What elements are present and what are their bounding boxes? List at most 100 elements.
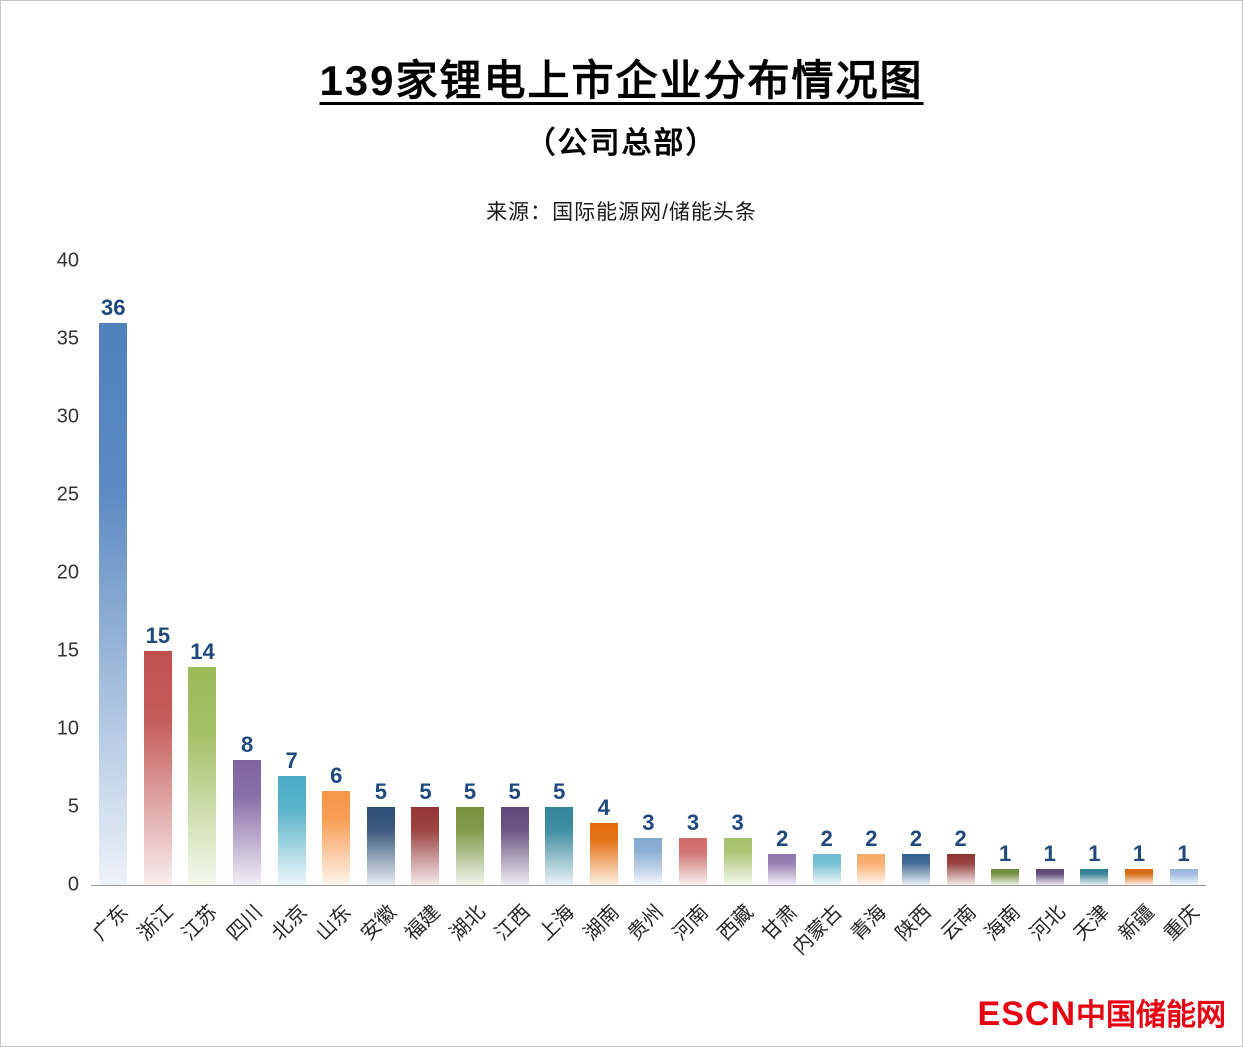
bar-青海 (857, 853, 886, 885)
x-axis-label: 安徽 (356, 901, 401, 946)
bar-北京 (277, 775, 306, 885)
bar-value-label: 2 (820, 825, 833, 851)
bar-column: 1 (1027, 261, 1072, 885)
y-axis-label: 25 (56, 483, 79, 506)
x-axis-cell: 江西 (491, 887, 535, 1007)
bar-value-label: 3 (686, 810, 700, 836)
escn-logo: ESCN中国储能网 (978, 990, 1226, 1034)
x-axis-label: 湖北 (446, 901, 490, 946)
x-axis-label: 重庆 (1159, 901, 1204, 946)
x-axis-label: 陕西 (892, 901, 936, 946)
chart-title: 139家锂电上市企业分布情况图 (319, 57, 924, 104)
bar-value-label: 5 (374, 779, 387, 804)
bar-上海 (545, 807, 574, 885)
bar-value-label: 4 (597, 794, 610, 820)
bar-column: 1 (1072, 261, 1117, 885)
bar-value-label: 7 (285, 747, 298, 773)
bar-贵州 (634, 838, 663, 885)
bar-云南 (946, 853, 975, 885)
x-axis-cell: 新疆 (1115, 887, 1159, 1007)
x-axis-cell: 安徽 (357, 887, 401, 1007)
x-axis-cell: 广东 (89, 887, 133, 1007)
bar-value-label: 5 (553, 779, 566, 804)
bar-column: 3 (715, 261, 760, 885)
bar-河北 (1035, 869, 1064, 885)
bar-column: 3 (671, 261, 716, 885)
bar-四川 (233, 760, 262, 885)
bar-天津 (1080, 869, 1109, 885)
bar-value-label: 8 (240, 732, 254, 758)
bar-湖南 (589, 822, 618, 885)
y-axis-label: 15 (56, 639, 79, 662)
bar-column: 2 (938, 261, 983, 885)
x-axis-cell: 天津 (1070, 887, 1114, 1007)
logo-escn-text: ESCN (977, 995, 1076, 1033)
x-axis-label: 天津 (1070, 901, 1115, 946)
x-axis-label: 内蒙古 (788, 901, 847, 960)
x-axis-cell: 河南 (669, 887, 713, 1007)
bar-value-label: 2 (776, 825, 789, 851)
x-axis-cell: 四川 (223, 887, 267, 1007)
x-axis-label: 河北 (1025, 901, 1070, 946)
bar-value-label: 3 (731, 810, 744, 836)
bar-value-label: 6 (330, 763, 343, 789)
bar-海南 (991, 869, 1020, 885)
x-axis-cell: 西藏 (714, 887, 758, 1007)
x-axis-label: 贵州 (624, 901, 669, 946)
bar-value-label: 2 (865, 825, 878, 851)
x-axis-label: 北京 (267, 901, 312, 946)
x-axis-cell: 浙江 (134, 887, 178, 1007)
x-axis-label: 青海 (847, 901, 892, 946)
x-axis-label: 西藏 (713, 901, 758, 946)
x-axis-cell: 云南 (937, 887, 981, 1007)
x-axis-label: 四川 (223, 901, 267, 946)
x-axis-cell: 湖南 (580, 887, 624, 1007)
bar-column: 5 (492, 261, 537, 885)
x-axis-label: 江苏 (178, 901, 223, 946)
x-axis-cell: 河北 (1026, 887, 1070, 1007)
bar-column: 5 (403, 261, 448, 885)
x-axis-cell: 甘肃 (758, 887, 802, 1007)
chart-subtitle: （公司总部） (525, 127, 718, 160)
bar-value-label: 1 (999, 841, 1012, 867)
y-axis: 0 5 10 15 20 25 30 35 40 (21, 250, 79, 896)
y-axis-label: 30 (56, 405, 79, 428)
bar-column: 6 (314, 261, 359, 885)
x-axis-label: 浙江 (133, 901, 178, 946)
bar-value-label: 3 (642, 810, 655, 836)
bar-column: 36 (91, 261, 136, 885)
x-axis-label: 福建 (401, 901, 446, 946)
x-axis-label: 云南 (936, 901, 981, 946)
bar-column: 1 (983, 261, 1028, 885)
bar-浙江 (143, 651, 172, 885)
x-axis-cell: 陕西 (892, 887, 936, 1007)
bar-column: 5 (448, 261, 493, 885)
y-axis-label: 10 (56, 717, 79, 740)
x-axis-cell: 海南 (981, 887, 1025, 1007)
bar-value-label: 5 (463, 779, 477, 804)
bar-安徽 (366, 807, 395, 885)
x-axis-cell: 江苏 (178, 887, 222, 1007)
bar-column: 7 (269, 261, 314, 885)
x-axis-label: 海南 (981, 901, 1026, 946)
x-axis-cell: 重庆 (1160, 887, 1204, 1007)
y-axis-label: 40 (56, 249, 79, 272)
x-axis-label: 湖南 (579, 901, 624, 946)
bar-湖北 (456, 807, 485, 885)
bar-value-label: 1 (1177, 841, 1190, 867)
bar-column: 15 (136, 261, 181, 885)
bar-column: 8 (225, 261, 270, 885)
bar-value-label: 5 (419, 779, 432, 804)
x-axis: 广东 浙江 江苏 四川 北京 山东 安徽 福建 湖北 江西 上海 湖南 贵州 河南 西藏 甘肃 内蒙古 青海 陕西云… (89, 887, 1206, 1007)
x-axis-label: 广东 (89, 901, 134, 946)
bar-column: 2 (760, 261, 805, 885)
x-axis-label: 新疆 (1115, 901, 1159, 946)
bar-重庆 (1169, 869, 1198, 885)
x-axis-cell: 北京 (268, 887, 312, 1007)
y-axis-label: 35 (56, 327, 79, 350)
x-axis-cell: 湖北 (446, 887, 490, 1007)
y-axis-label: 20 (56, 561, 79, 584)
bar-value-label: 36 (101, 295, 126, 321)
bar-column: 4 (582, 261, 627, 885)
